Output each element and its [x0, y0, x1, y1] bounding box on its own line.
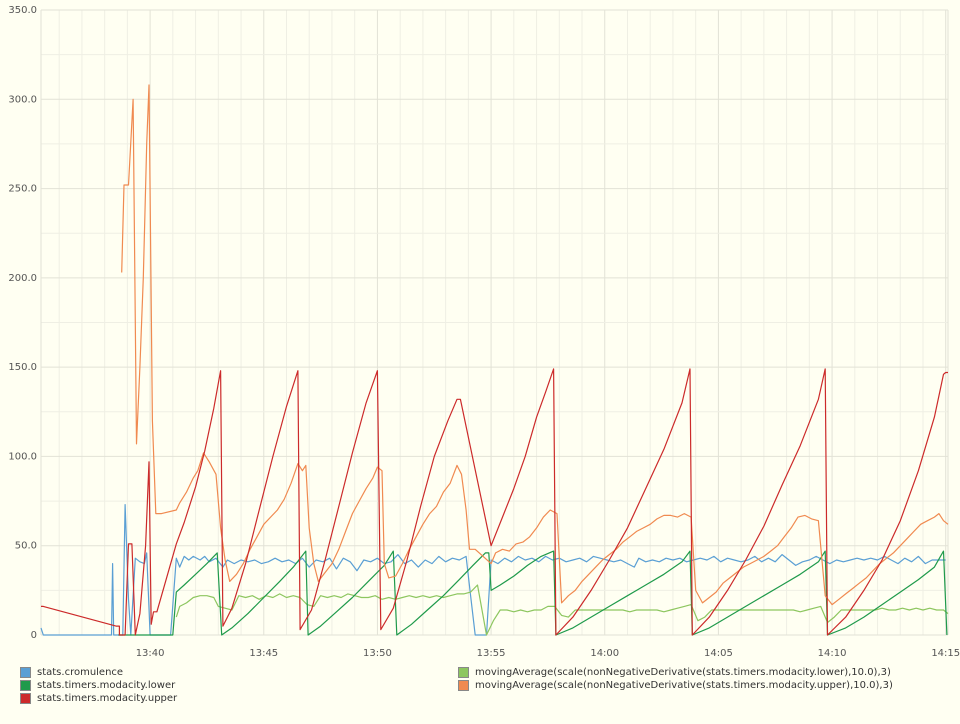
- legend-label: movingAverage(scale(nonNegativeDerivativ…: [475, 680, 893, 691]
- y-tick-label: 300.0: [8, 94, 37, 105]
- x-tick-label: 13:50: [363, 648, 392, 659]
- x-tick-label: 14:05: [704, 648, 733, 659]
- y-tick-label: 150.0: [8, 362, 37, 373]
- legend-label: movingAverage(scale(nonNegativeDerivativ…: [475, 667, 891, 678]
- legend-item: stats.timers.modacity.lower: [20, 679, 177, 692]
- legend-swatch: [20, 667, 31, 678]
- legend-swatch: [458, 667, 469, 678]
- y-tick-label: 50.0: [15, 541, 37, 552]
- x-tick-label: 14:15: [931, 648, 960, 659]
- axis-labels: 0 50.0 100.0 150.0 200.0 250.0 300.0 350.0 13:40…: [8, 5, 960, 659]
- legend-label: stats.timers.modacity.lower: [37, 680, 176, 691]
- x-tick-label: 14:10: [818, 648, 847, 659]
- y-tick-label: 0: [31, 630, 37, 641]
- y-tick-label: 200.0: [8, 273, 37, 284]
- y-tick-label: 100.0: [8, 451, 37, 462]
- legend-swatch: [458, 680, 469, 691]
- x-tick-label: 13:45: [249, 648, 278, 659]
- legend-left: stats.cromulence stats.timers.modacity.l…: [20, 666, 177, 705]
- legend-right: movingAverage(scale(nonNegativeDerivativ…: [458, 666, 893, 692]
- legend-item: movingAverage(scale(nonNegativeDerivativ…: [458, 666, 893, 679]
- series-line: [40, 504, 946, 636]
- x-tick-label: 14:00: [590, 648, 619, 659]
- series-lines: [40, 84, 949, 636]
- series-line: [121, 84, 949, 606]
- series-line: [41, 368, 948, 636]
- legend-swatch: [20, 680, 31, 691]
- series-line: [118, 550, 948, 636]
- y-tick-label: 250.0: [8, 184, 37, 195]
- legend-item: stats.cromulence: [20, 666, 177, 679]
- x-tick-label: 13:40: [136, 648, 165, 659]
- x-tick-label: 13:55: [477, 648, 506, 659]
- legend-label: stats.cromulence: [37, 667, 124, 678]
- legend-item: stats.timers.modacity.upper: [20, 692, 177, 705]
- legend-item: movingAverage(scale(nonNegativeDerivativ…: [458, 679, 893, 692]
- grid: [40, 9, 949, 636]
- legend-swatch: [20, 693, 31, 704]
- y-tick-label: 350.0: [8, 5, 37, 16]
- legend-label: stats.timers.modacity.upper: [37, 693, 178, 704]
